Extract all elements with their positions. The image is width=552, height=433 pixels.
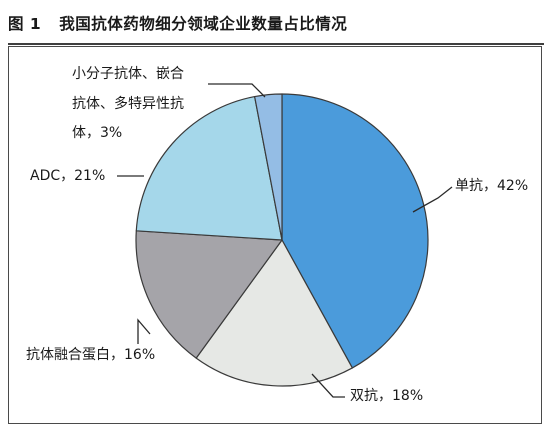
- leader-line-small-molecule-antibody: [208, 83, 266, 98]
- slice-label-small-molecule-antibody-line-2: 抗体、多特异性抗: [72, 95, 184, 112]
- slice-label-adc: ADC，21%: [30, 168, 105, 184]
- pie-slice-bispecific: [195, 239, 353, 387]
- figure-title-row: 图 1 我国抗体药物细分领域企业数量占比情况: [8, 8, 544, 38]
- pie-slices: [135, 93, 429, 387]
- leader-line-fusion-protein: [137, 318, 151, 344]
- pie-slice-mab: [281, 93, 429, 369]
- chart-frame: [8, 46, 542, 424]
- slice-label-small-molecule-antibody-line-3: 体，3%: [72, 125, 122, 141]
- slice-label-mab: 单抗，42%: [455, 178, 528, 194]
- slice-label-fusion-protein: 抗体融合蛋白，16%: [26, 347, 155, 363]
- pie-slice-adc: [135, 95, 283, 241]
- slice-label-bispecific: 双抗，18%: [350, 388, 423, 404]
- pie-slice-small-molecule-antibody: [254, 93, 283, 241]
- leader-line-mab: [412, 186, 453, 213]
- figure-title: 我国抗体药物细分领域企业数量占比情况: [59, 15, 348, 33]
- pie-slice-fusion-protein: [135, 230, 283, 359]
- pie-labels: 单抗，42% 双抗，18% 抗体融合蛋白，16% ADC，21% 小分子抗体、嵌合抗体、…: [26, 66, 528, 404]
- leader-line-bispecific: [311, 373, 345, 398]
- figure-number: 图 1: [8, 15, 42, 33]
- title-divider: [8, 43, 544, 45]
- slice-label-small-molecule-antibody-line-1: 小分子抗体、嵌合: [72, 66, 184, 82]
